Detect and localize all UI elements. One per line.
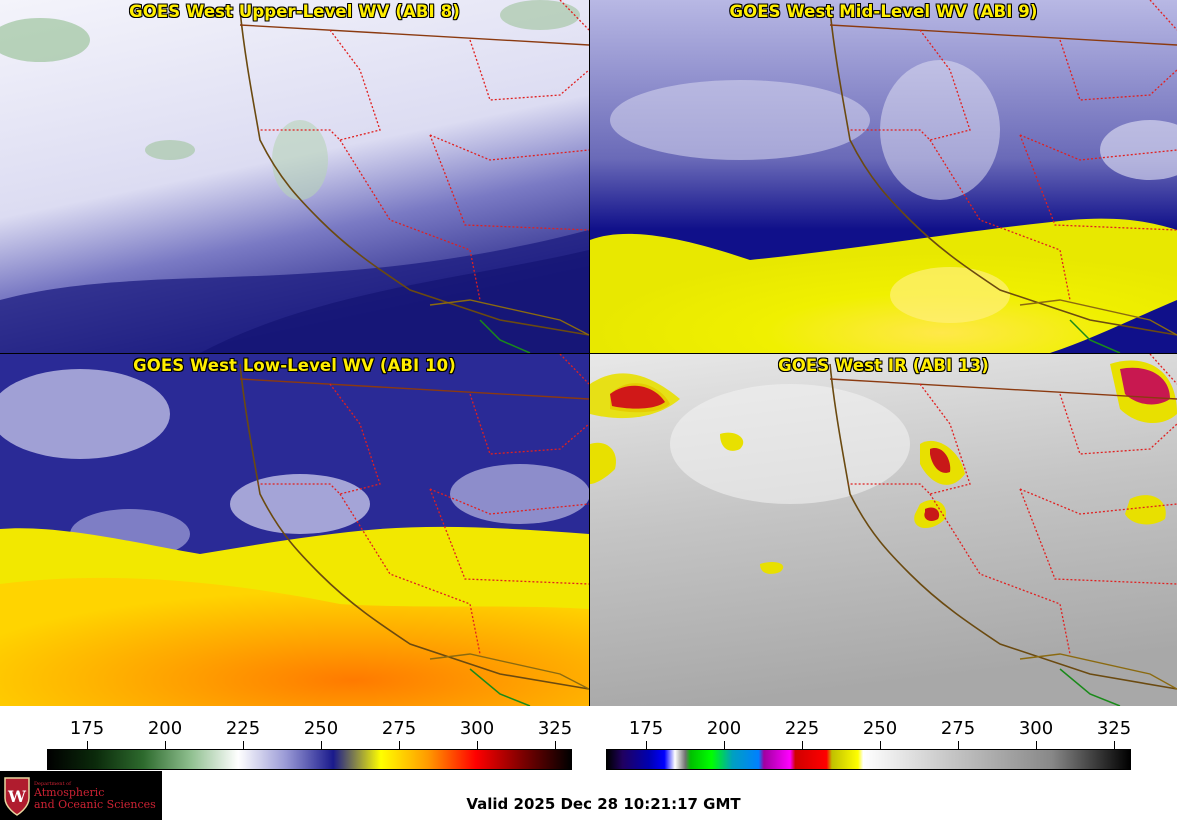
- wv-colorbar: [47, 749, 572, 770]
- ir-tick-label: 275: [940, 718, 976, 739]
- ir-tick: [646, 741, 647, 749]
- ir-colorbar: [606, 749, 1131, 770]
- panel-ir: GOES West IR (ABI 13): [590, 354, 1177, 706]
- wv-tick-label: 175: [69, 718, 105, 739]
- ir-tick-label: 200: [706, 718, 742, 739]
- low-level-wv-image: [0, 354, 589, 706]
- uw-crest-icon: W: [4, 777, 30, 816]
- wv-tick-label: 325: [537, 718, 573, 739]
- ir-tick: [1114, 741, 1115, 749]
- wv-tick-label: 250: [303, 718, 339, 739]
- mid-level-wv-image: [590, 0, 1177, 353]
- panel-low-level-wv: GOES West Low-Level WV (ABI 10): [0, 354, 589, 706]
- ir-tick: [802, 741, 803, 749]
- ir-image: [590, 354, 1177, 706]
- panel-divider-horizontal: [0, 353, 1177, 354]
- panel-title: GOES West Mid-Level WV (ABI 9): [729, 2, 1038, 21]
- panel-title: GOES West Low-Level WV (ABI 10): [133, 356, 456, 375]
- wv-tick: [477, 741, 478, 749]
- panel-upper-level-wv: GOES West Upper-Level WV (ABI 8): [0, 0, 589, 353]
- ir-tick-label: 300: [1018, 718, 1054, 739]
- wv-tick-label: 275: [381, 718, 417, 739]
- logo-department: Department of: [34, 781, 71, 787]
- svg-text:W: W: [7, 787, 27, 806]
- ir-tick: [880, 741, 881, 749]
- ir-tick: [1036, 741, 1037, 749]
- logo-department-name: Atmospheric and Oceanic Sciences: [34, 787, 156, 811]
- wv-tick-label: 300: [459, 718, 495, 739]
- panel-title: GOES West Upper-Level WV (ABI 8): [129, 2, 460, 21]
- logo-line-1: Atmospheric: [34, 786, 105, 799]
- ir-tick-label: 175: [628, 718, 664, 739]
- ir-tick: [724, 741, 725, 749]
- wv-tick: [555, 741, 556, 749]
- wv-tick: [165, 741, 166, 749]
- panel-title: GOES West IR (ABI 13): [778, 356, 989, 375]
- uw-aos-logo: W Department of Atmospheric and Oceanic …: [0, 771, 162, 820]
- logo-line-2: and Oceanic Sciences: [34, 798, 156, 811]
- valid-time: Valid 2025 Dec 28 10:21:17 GMT: [466, 795, 741, 813]
- wv-tick: [87, 741, 88, 749]
- ir-tick-label: 225: [784, 718, 820, 739]
- panel-mid-level-wv: GOES West Mid-Level WV (ABI 9): [590, 0, 1177, 353]
- wv-tick: [321, 741, 322, 749]
- wv-tick-label: 225: [225, 718, 261, 739]
- ir-tick-label: 325: [1096, 718, 1132, 739]
- ir-tick: [958, 741, 959, 749]
- ir-tick-label: 250: [862, 718, 898, 739]
- wv-tick: [243, 741, 244, 749]
- wv-tick-label: 200: [147, 718, 183, 739]
- upper-level-wv-image: [0, 0, 589, 353]
- wv-tick: [399, 741, 400, 749]
